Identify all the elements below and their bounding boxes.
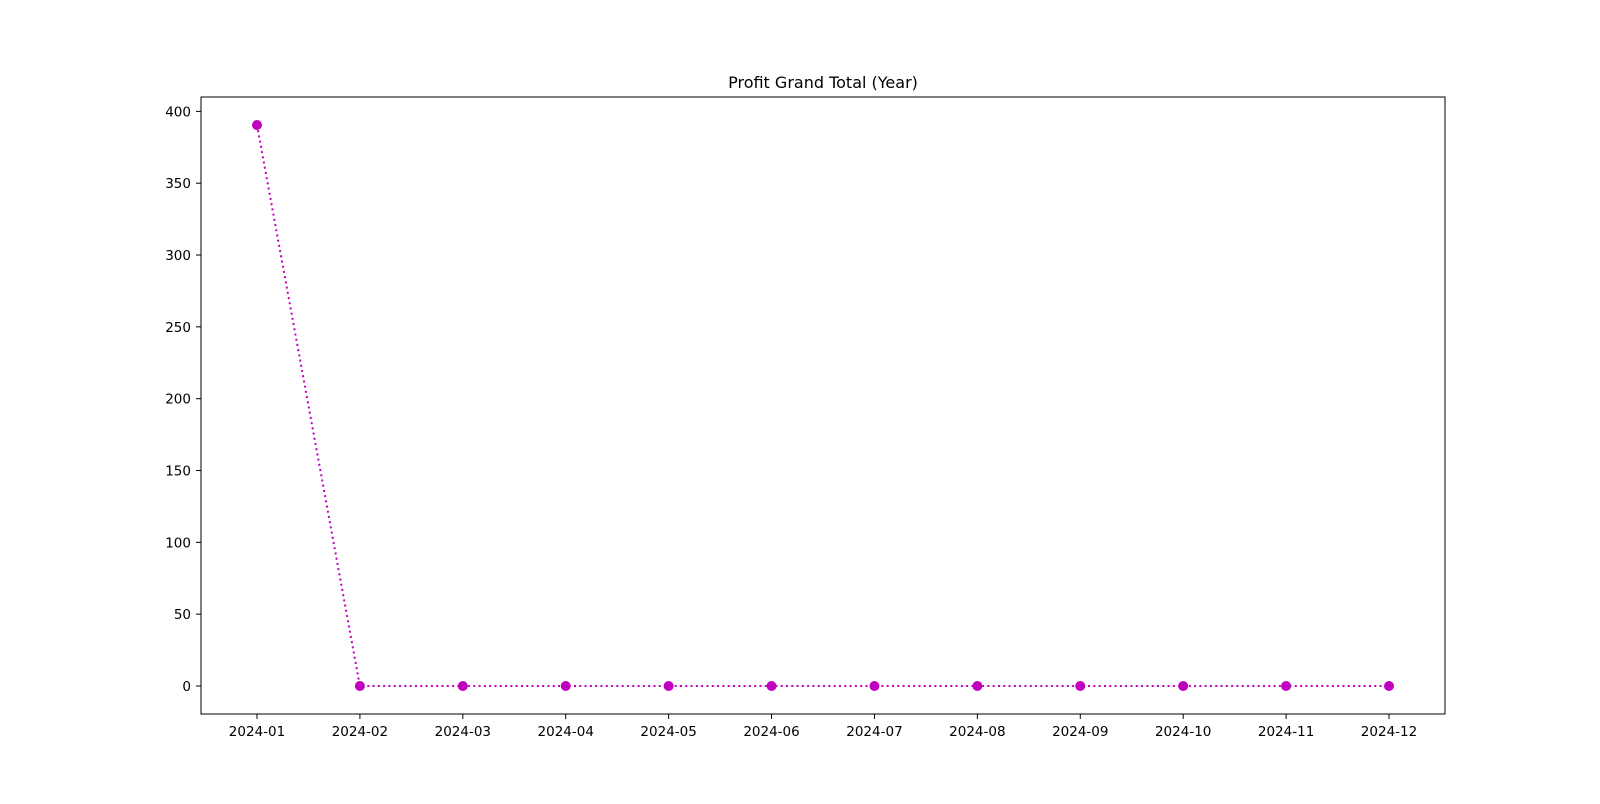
series-line bbox=[256, 124, 1389, 687]
data-point bbox=[1281, 680, 1292, 691]
y-tick-label: 350 bbox=[165, 176, 191, 192]
y-tick-label: 400 bbox=[165, 104, 191, 120]
x-tick-label: 2024-01 bbox=[229, 724, 285, 740]
y-tick-label: 300 bbox=[165, 248, 191, 264]
data-point bbox=[972, 680, 983, 691]
y-tick-label: 250 bbox=[165, 320, 191, 336]
data-point bbox=[1075, 680, 1086, 691]
y-tick-label: 100 bbox=[165, 535, 191, 551]
series-layer bbox=[252, 120, 1394, 691]
data-point bbox=[663, 680, 674, 691]
x-tick-label: 2024-05 bbox=[640, 724, 696, 740]
y-axis: 0 50 100 150 200 250 300 350 400 bbox=[165, 104, 201, 695]
x-tick-label: 2024-08 bbox=[949, 724, 1005, 740]
y-tick-label: 0 bbox=[182, 679, 191, 695]
chart-title: Profit Grand Total (Year) bbox=[728, 73, 918, 92]
y-tick-label: 150 bbox=[165, 464, 191, 480]
x-tick-label: 2024-07 bbox=[846, 724, 902, 740]
y-tick-label: 200 bbox=[165, 392, 191, 408]
x-tick-label: 2024-06 bbox=[743, 724, 799, 740]
data-point bbox=[354, 680, 365, 691]
plot-area-frame bbox=[200, 96, 1446, 715]
data-point bbox=[560, 680, 571, 691]
x-tick-label: 2024-02 bbox=[332, 724, 388, 740]
data-point bbox=[766, 680, 777, 691]
x-tick-label: 2024-10 bbox=[1155, 724, 1211, 740]
data-point bbox=[1384, 680, 1394, 691]
x-tick-label: 2024-12 bbox=[1361, 724, 1417, 740]
x-tick-label: 2024-09 bbox=[1052, 724, 1108, 740]
y-tick-label: 50 bbox=[174, 607, 191, 623]
data-point bbox=[252, 120, 262, 131]
x-tick-label: 2024-03 bbox=[435, 724, 491, 740]
data-point bbox=[457, 680, 468, 691]
x-tick-label: 2024-04 bbox=[538, 724, 594, 740]
x-axis: 2024-01 2024-02 2024-03 2024-04 2024-05 2024-… bbox=[229, 714, 1417, 740]
data-point bbox=[1178, 680, 1189, 691]
x-tick-label: 2024-11 bbox=[1258, 724, 1314, 740]
data-point bbox=[869, 680, 880, 691]
